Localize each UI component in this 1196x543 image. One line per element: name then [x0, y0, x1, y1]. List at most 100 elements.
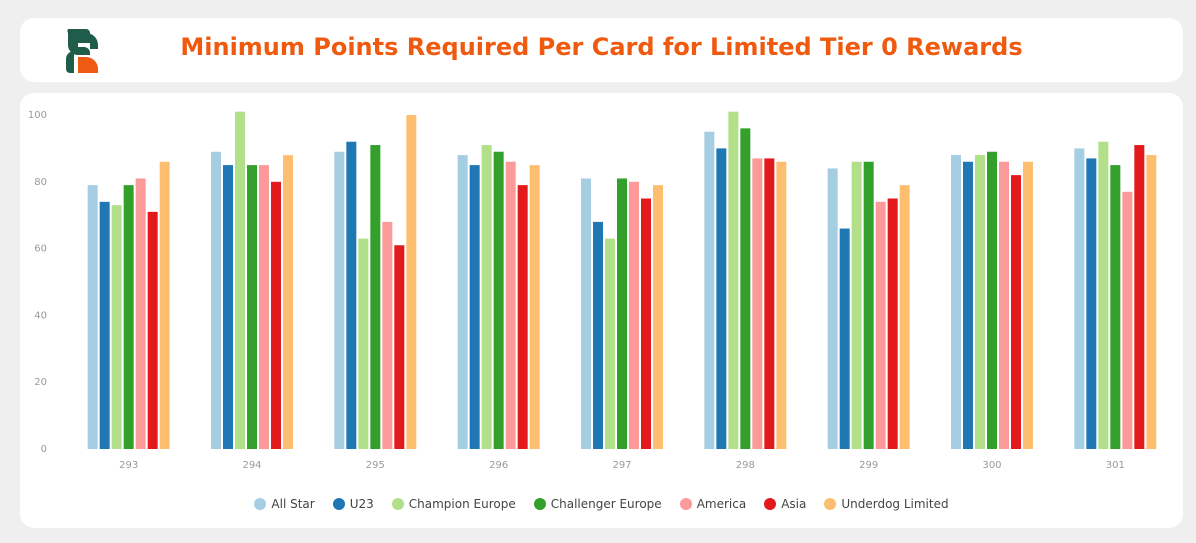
legend-item: Asia [764, 497, 806, 511]
bar [704, 131, 715, 449]
bar [159, 161, 170, 449]
x-tick-label: 294 [242, 460, 261, 471]
bar [875, 201, 886, 449]
chart-legend: All Star U23 Champion Europe Challenger Eur… [20, 497, 1183, 511]
x-tick-label: 296 [489, 460, 508, 471]
bar [517, 185, 528, 449]
bar [1074, 148, 1085, 449]
bar [382, 221, 393, 449]
bar [641, 198, 651, 449]
legend-swatch [533, 498, 546, 510]
bar [1011, 175, 1021, 449]
bar [481, 145, 492, 449]
legend-label: Underdog Limited [841, 497, 949, 511]
bar [899, 185, 910, 449]
bar [653, 185, 663, 449]
bar-chart: 0 20 40 60 80 100 293 294 295 296 297 298 299 300 301 [28, 110, 1157, 471]
bar [999, 161, 1009, 449]
bar [839, 228, 850, 449]
bar [975, 155, 985, 449]
bar [469, 165, 480, 449]
bar [752, 158, 763, 450]
bar [1146, 155, 1157, 449]
chart-card: 0 20 40 60 80 100 293 294 295 296 297 298 299 300 301 … [20, 93, 1183, 528]
bar [147, 211, 158, 449]
bar [581, 178, 591, 449]
bar [605, 238, 615, 449]
bar [863, 161, 874, 449]
legend-item: Underdog Limited [824, 497, 949, 511]
brand-logo-icon [66, 29, 98, 73]
bar [505, 161, 516, 449]
legend-label: Challenger Europe [550, 497, 662, 511]
x-tick-label: 298 [736, 460, 755, 471]
bar [617, 178, 627, 449]
bar [87, 185, 98, 449]
x-tick-label: 293 [119, 460, 138, 471]
bar [851, 161, 862, 449]
legend-item: All Star [254, 497, 315, 511]
bar [346, 141, 357, 449]
bar [827, 168, 838, 449]
bar [370, 145, 381, 449]
bar [887, 198, 898, 449]
bar [716, 148, 727, 449]
bar [211, 151, 221, 450]
legend-label: America [696, 497, 747, 511]
bar [529, 165, 540, 449]
bar [223, 165, 233, 449]
bar [259, 165, 269, 449]
legend-item: Champion Europe [391, 497, 516, 511]
legend-swatch [764, 498, 777, 510]
bar [776, 161, 787, 449]
bar [334, 151, 345, 450]
bar [135, 178, 146, 449]
bar [394, 245, 405, 449]
bar [283, 155, 293, 449]
bar [99, 201, 110, 449]
bar [271, 181, 281, 450]
legend-swatch [332, 498, 345, 510]
legend-item: America [679, 497, 747, 511]
legend-item: U23 [332, 497, 374, 511]
bar [951, 155, 961, 449]
bar [1023, 161, 1033, 449]
legend-label: Champion Europe [408, 497, 516, 511]
legend-item: Challenger Europe [533, 497, 662, 511]
x-tick-label: 295 [366, 460, 385, 471]
bar [1110, 165, 1121, 449]
bar [493, 151, 504, 450]
bar [987, 151, 997, 450]
bar [406, 115, 417, 449]
bar [593, 221, 603, 449]
bar [963, 161, 973, 449]
legend-label: All Star [271, 497, 315, 511]
bar [235, 111, 245, 449]
legend-swatch [824, 498, 837, 510]
bar [358, 238, 369, 449]
y-tick-label: 80 [34, 177, 47, 188]
bar [1086, 158, 1097, 450]
bar [1098, 141, 1109, 449]
legend-swatch [254, 498, 267, 510]
legend-swatch [679, 498, 692, 510]
x-tick-label: 300 [982, 460, 1001, 471]
y-tick-label: 100 [28, 110, 47, 121]
bar [629, 181, 639, 450]
y-tick-label: 60 [34, 244, 47, 255]
y-tick-label: 20 [34, 377, 47, 388]
bar [123, 185, 134, 449]
x-tick-label: 301 [1106, 460, 1125, 471]
bar [111, 205, 122, 449]
y-tick-label: 0 [41, 444, 47, 455]
page-title: Minimum Points Required Per Card for Lim… [180, 33, 1023, 61]
bar [1122, 191, 1133, 449]
legend-label: Asia [781, 497, 807, 511]
bar [457, 155, 468, 449]
x-tick-label: 297 [612, 460, 631, 471]
header-card: Minimum Points Required Per Card for Lim… [20, 18, 1183, 82]
bar [247, 165, 257, 449]
x-tick-label: 299 [859, 460, 878, 471]
legend-swatch [391, 498, 404, 510]
bar [740, 128, 751, 450]
